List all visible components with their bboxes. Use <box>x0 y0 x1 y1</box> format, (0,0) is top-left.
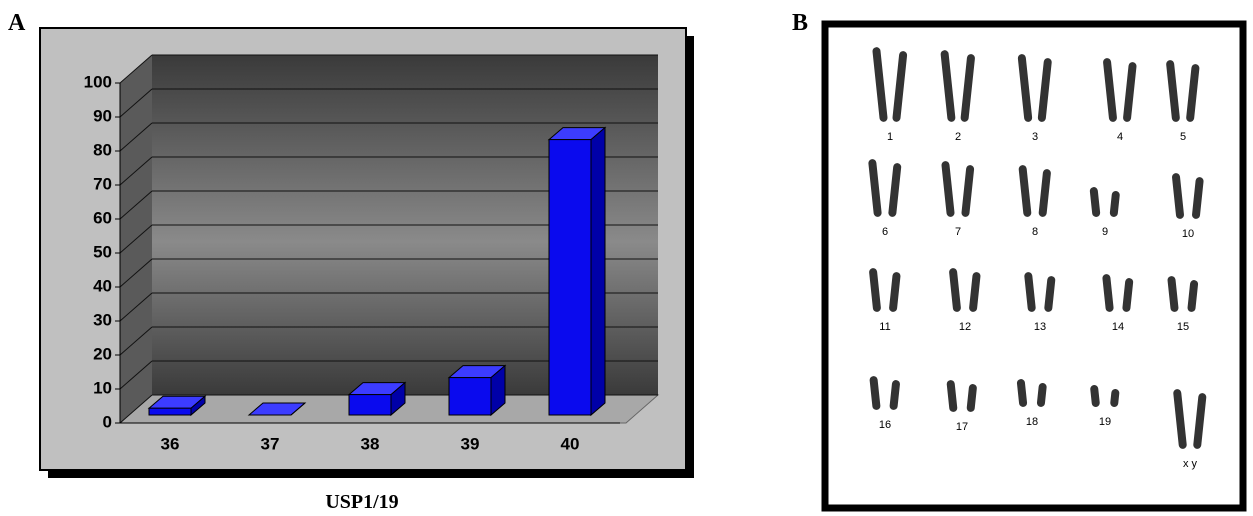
bar <box>349 383 405 415</box>
y-tick-label: 10 <box>93 378 112 397</box>
panel-label: B <box>792 10 808 36</box>
chromosome-label: 13 <box>1034 321 1046 333</box>
chromosome-label: 12 <box>959 321 971 333</box>
chromosome-label: 4 <box>1117 131 1123 143</box>
x-axis-label: USP1/19 <box>325 491 398 513</box>
panel-label: A <box>8 10 26 36</box>
chromosome-label: 8 <box>1032 226 1038 238</box>
x-tick-label: 40 <box>561 434 580 453</box>
bar <box>449 366 505 415</box>
chromosome-label: 18 <box>1026 416 1038 428</box>
chromosome-label: 6 <box>882 226 888 238</box>
y-tick-label: 60 <box>93 208 112 227</box>
bar-side <box>591 128 605 415</box>
chromosome-label: 15 <box>1177 321 1189 333</box>
y-tick-label: 50 <box>93 242 112 261</box>
y-tick-label: 20 <box>93 344 112 363</box>
y-tick-label: 70 <box>93 174 112 193</box>
y-tick-label: 0 <box>103 412 112 431</box>
chromosome-label: 14 <box>1112 321 1124 333</box>
chromosome-label: 9 <box>1102 226 1108 238</box>
chromosome-label: 1 <box>887 131 893 143</box>
y-tick-label: 30 <box>93 310 112 329</box>
x-tick-label: 38 <box>361 434 380 453</box>
chromosome-label: 2 <box>955 131 961 143</box>
bar <box>549 128 605 415</box>
chromosome-label: 16 <box>879 419 891 431</box>
bar-front <box>349 395 391 415</box>
figure: A USP1/19 B 1234567891011121314151617181… <box>0 0 1253 516</box>
y-tick-label: 90 <box>93 106 112 125</box>
bar-front <box>449 378 491 415</box>
chromosome-label: 17 <box>956 421 968 433</box>
y-tick-label: 100 <box>84 72 112 91</box>
bar-front <box>149 408 191 415</box>
chromosome-label: 10 <box>1182 228 1194 240</box>
y-tick-label: 40 <box>93 276 112 295</box>
x-tick-label: 39 <box>461 434 480 453</box>
chromosome-label: 11 <box>879 321 890 333</box>
y-tick-label: 80 <box>93 140 112 159</box>
chromosome-label: 7 <box>955 226 961 238</box>
chromosome-label: 3 <box>1032 131 1038 143</box>
bar-front <box>549 140 591 415</box>
chromosome-label: x y <box>1183 458 1198 470</box>
chromosome-label: 19 <box>1099 416 1111 428</box>
x-tick-label: 36 <box>161 434 180 453</box>
x-tick-label: 37 <box>261 434 280 453</box>
chromosome-label: 5 <box>1180 131 1186 143</box>
